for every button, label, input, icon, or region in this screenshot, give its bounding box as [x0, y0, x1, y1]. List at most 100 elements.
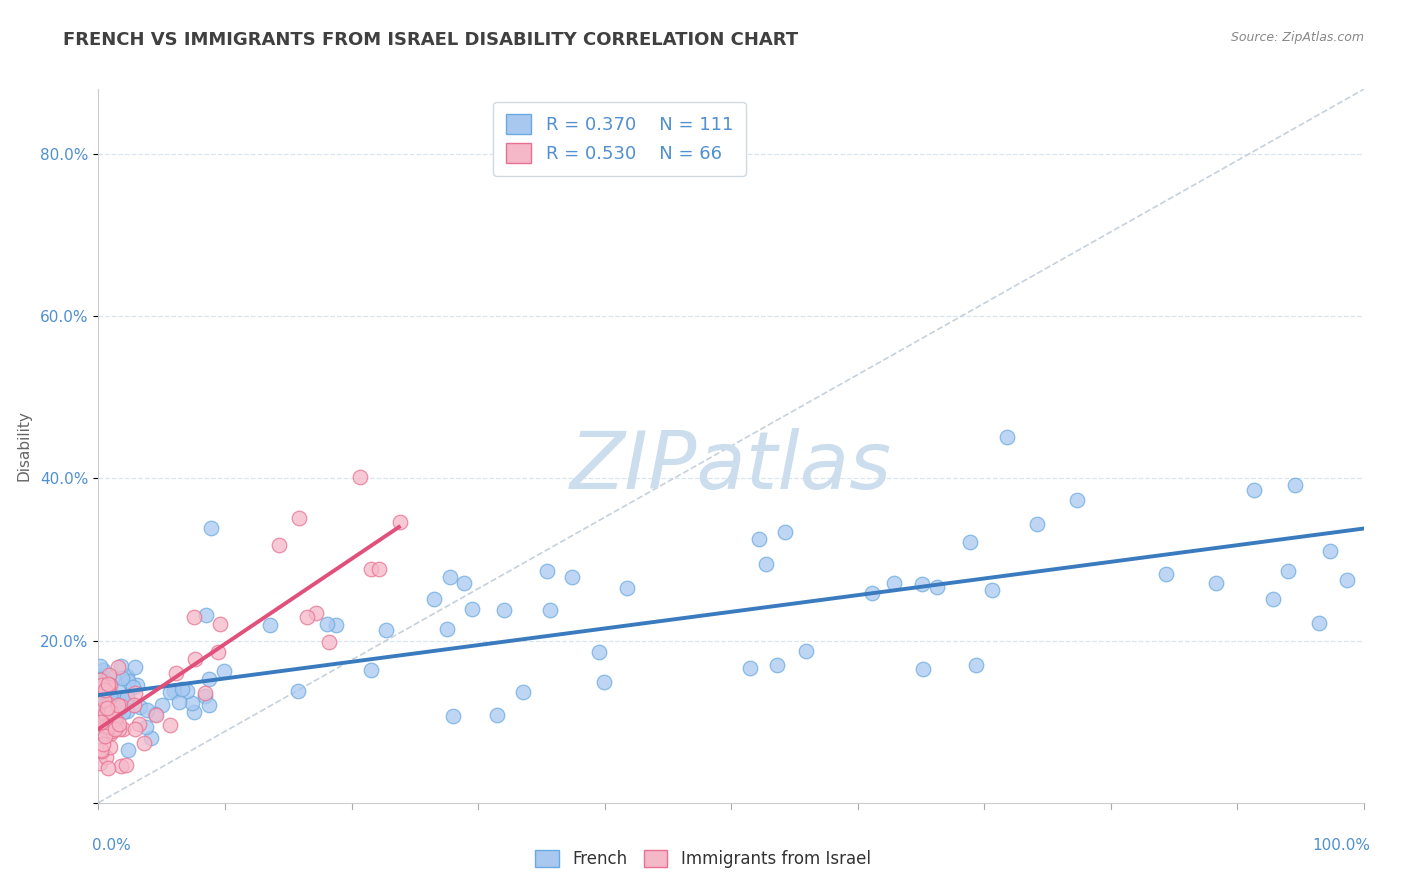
- Point: [104, 718, 127, 732]
- Point: [108, 716, 131, 731]
- Point: [927, 581, 949, 595]
- Point: [755, 557, 778, 571]
- Point: [111, 671, 134, 685]
- Point: [94, 683, 117, 698]
- Point: [101, 670, 124, 684]
- Point: [883, 575, 905, 590]
- Point: [124, 698, 146, 713]
- Point: [105, 701, 128, 715]
- Point: [494, 603, 516, 617]
- Point: [91, 706, 114, 721]
- Point: [97, 708, 120, 723]
- Point: [107, 683, 129, 698]
- Point: [89, 709, 111, 723]
- Point: [89, 669, 111, 683]
- Point: [198, 698, 221, 713]
- Point: [128, 717, 150, 731]
- Point: [208, 617, 231, 632]
- Point: [389, 515, 412, 529]
- Point: [349, 470, 371, 484]
- Point: [96, 761, 118, 775]
- Point: [1243, 483, 1265, 497]
- Point: [96, 706, 118, 720]
- Point: [423, 591, 446, 606]
- Point: [115, 758, 138, 772]
- Point: [117, 704, 139, 718]
- Point: [91, 712, 114, 726]
- Point: [98, 689, 121, 703]
- Point: [200, 521, 222, 535]
- Point: [165, 665, 187, 680]
- Point: [536, 564, 558, 578]
- Point: [325, 618, 347, 632]
- Point: [104, 722, 127, 736]
- Point: [512, 685, 534, 699]
- Point: [163, 683, 186, 698]
- Point: [89, 683, 111, 698]
- Point: [198, 672, 221, 686]
- Point: [100, 705, 122, 719]
- Y-axis label: Disability: Disability: [17, 410, 32, 482]
- Point: [89, 702, 111, 716]
- Point: [98, 668, 121, 682]
- Point: [259, 618, 281, 632]
- Point: [94, 683, 117, 698]
- Point: [107, 660, 129, 674]
- Point: [115, 691, 138, 706]
- Point: [98, 691, 121, 706]
- Point: [360, 562, 382, 576]
- Point: [107, 698, 129, 713]
- Point: [90, 714, 112, 729]
- Point: [93, 673, 115, 688]
- Point: [93, 717, 115, 731]
- Point: [1154, 567, 1177, 582]
- Point: [170, 681, 193, 696]
- Point: [97, 720, 120, 734]
- Point: [110, 758, 132, 772]
- Point: [108, 722, 131, 736]
- Point: [139, 731, 162, 745]
- Point: [374, 623, 396, 637]
- Point: [1026, 516, 1049, 531]
- Point: [97, 677, 120, 691]
- Point: [1336, 573, 1358, 587]
- Point: [959, 535, 981, 549]
- Point: [461, 602, 484, 616]
- Point: [167, 695, 190, 709]
- Point: [538, 602, 561, 616]
- Point: [108, 700, 131, 714]
- Point: [212, 665, 235, 679]
- Point: [367, 562, 389, 576]
- Point: [91, 737, 114, 751]
- Point: [94, 719, 117, 733]
- Text: FRENCH VS IMMIGRANTS FROM ISRAEL DISABILITY CORRELATION CHART: FRENCH VS IMMIGRANTS FROM ISRAEL DISABIL…: [63, 31, 799, 49]
- Point: [90, 689, 112, 703]
- Point: [97, 719, 120, 733]
- Point: [115, 690, 138, 705]
- Point: [112, 705, 135, 719]
- Point: [860, 586, 883, 600]
- Legend: R = 0.370    N = 111, R = 0.530    N = 66: R = 0.370 N = 111, R = 0.530 N = 66: [494, 102, 745, 176]
- Point: [105, 713, 128, 727]
- Text: Source: ZipAtlas.com: Source: ZipAtlas.com: [1230, 31, 1364, 45]
- Text: 0.0%: 0.0%: [93, 838, 131, 854]
- Point: [183, 705, 205, 719]
- Legend: French, Immigrants from Israel: French, Immigrants from Israel: [529, 843, 877, 875]
- Point: [89, 673, 111, 688]
- Point: [439, 570, 461, 584]
- Point: [103, 720, 125, 734]
- Point: [981, 582, 1004, 597]
- Point: [1205, 576, 1227, 591]
- Point: [111, 694, 134, 708]
- Point: [592, 674, 614, 689]
- Point: [124, 686, 146, 700]
- Point: [97, 680, 120, 694]
- Point: [94, 706, 117, 721]
- Point: [132, 736, 155, 750]
- Point: [453, 575, 475, 590]
- Point: [748, 532, 770, 546]
- Point: [267, 538, 290, 552]
- Point: [94, 697, 117, 711]
- Point: [94, 683, 117, 698]
- Point: [441, 709, 464, 723]
